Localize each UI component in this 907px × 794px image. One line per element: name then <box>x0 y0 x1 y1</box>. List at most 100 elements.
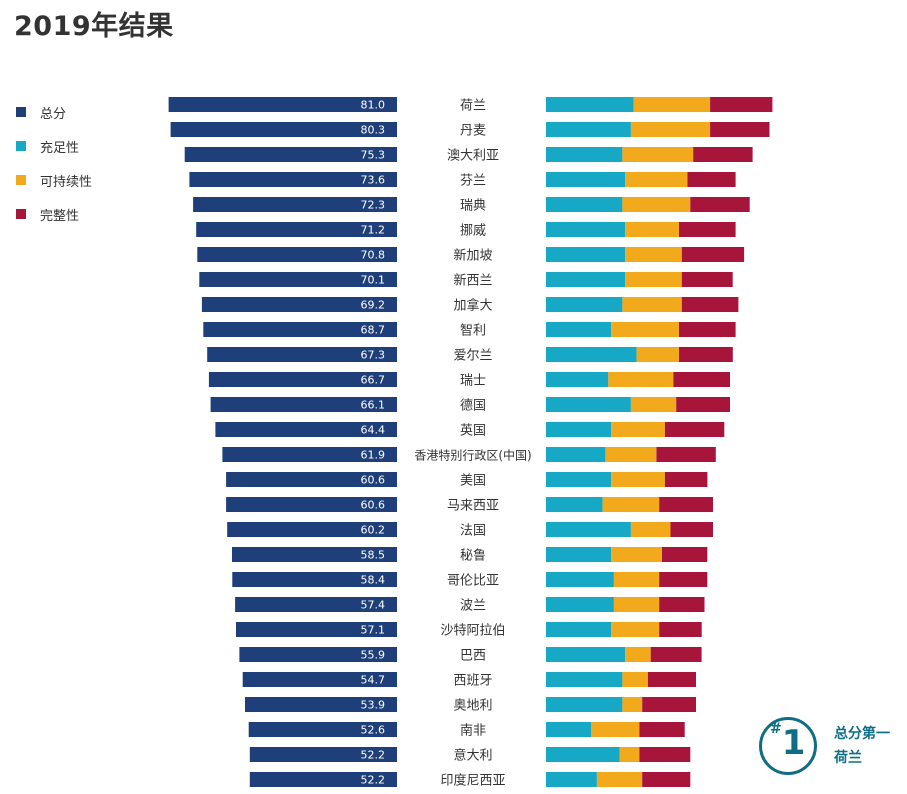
category-label: 加拿大 <box>453 298 492 314</box>
category-label: 沙特阿拉伯 <box>440 624 505 639</box>
sustainability-bar <box>625 222 679 237</box>
overall-bar <box>196 222 397 237</box>
adequacy-bar <box>546 572 614 587</box>
rank-badge: #1 <box>759 717 817 775</box>
adequacy-bar <box>546 722 592 737</box>
rank-badge-text: #1 <box>770 721 805 765</box>
rank-badge-number: 1 <box>781 723 806 763</box>
category-label: 德国 <box>460 399 486 414</box>
overall-value-label: 81.0 <box>361 99 386 112</box>
overall-value-label: 72.3 <box>361 199 386 212</box>
adequacy-bar <box>546 672 623 687</box>
integrity-bar <box>650 647 702 662</box>
integrity-bar <box>679 322 736 337</box>
category-label: 波兰 <box>460 599 486 614</box>
category-label: 马来西亚 <box>447 499 499 514</box>
overall-bar <box>168 97 397 112</box>
integrity-bar <box>679 347 733 362</box>
overall-bar <box>235 597 397 612</box>
overall-value-label: 55.9 <box>361 649 386 662</box>
integrity-bar <box>673 372 730 387</box>
integrity-bar <box>681 297 739 312</box>
adequacy-bar <box>546 322 612 337</box>
overall-bar <box>232 547 397 562</box>
category-label: 爱尔兰 <box>453 349 492 364</box>
category-label: 瑞士 <box>460 374 486 389</box>
sustainability-bar <box>611 472 665 487</box>
overall-value-label: 66.1 <box>361 399 386 412</box>
integrity-bar <box>690 197 750 212</box>
adequacy-bar <box>546 547 612 562</box>
integrity-bar <box>659 572 708 587</box>
sustainability-bar <box>591 722 640 737</box>
category-label: 奥地利 <box>453 699 492 714</box>
overall-bar <box>197 247 397 262</box>
integrity-bar <box>659 597 705 612</box>
page-title: 2019年结果 <box>14 11 174 42</box>
category-label: 英国 <box>460 424 486 439</box>
sustainability-bar <box>613 572 660 587</box>
overall-bar <box>201 297 397 312</box>
integrity-bar <box>639 747 691 762</box>
sustainability-bar <box>611 622 660 637</box>
category-label: 芬兰 <box>460 174 486 189</box>
adequacy-bar <box>546 347 637 362</box>
sustainability-bar <box>625 172 688 187</box>
overall-value-label: 60.6 <box>361 474 386 487</box>
overall-bar <box>207 347 397 362</box>
integrity-bar <box>710 97 773 112</box>
overall-bar <box>210 397 397 412</box>
category-label: 瑞典 <box>460 199 486 214</box>
overall-bar <box>232 572 397 587</box>
category-label: 美国 <box>460 474 486 489</box>
badge-caption-line2: 荷兰 <box>834 750 862 766</box>
integrity-bar <box>647 672 696 687</box>
adequacy-bar <box>546 147 623 162</box>
badge-caption-line1: 总分第一 <box>834 726 890 742</box>
legend-swatch-sustainability <box>16 175 26 185</box>
sustainability-bar <box>608 372 674 387</box>
legend-item-overall: 总分 <box>16 95 92 129</box>
adequacy-bar <box>546 522 631 537</box>
overall-value-label: 67.3 <box>361 349 386 362</box>
overall-bar <box>222 447 397 462</box>
integrity-bar <box>676 397 730 412</box>
integrity-bar <box>639 722 685 737</box>
legend-swatch-integrity <box>16 209 26 219</box>
overall-bar <box>248 722 397 737</box>
integrity-bar <box>670 522 713 537</box>
overall-bar <box>170 122 397 137</box>
overall-bar <box>236 622 397 637</box>
overall-bar <box>184 147 397 162</box>
category-label: 新加坡 <box>453 248 492 264</box>
legend-label-adequacy: 充足性 <box>40 140 80 156</box>
sustainability-bar <box>622 297 682 312</box>
overall-value-label: 61.9 <box>361 449 386 462</box>
adequacy-bar <box>546 747 620 762</box>
sustainability-bar <box>613 597 660 612</box>
category-label: 丹麦 <box>460 124 486 139</box>
category-label: 澳大利亚 <box>447 148 499 164</box>
sustainability-bar <box>622 197 691 212</box>
integrity-bar <box>659 497 713 512</box>
legend-item-integrity: 完整性 <box>16 197 92 231</box>
overall-bar <box>242 672 397 687</box>
adequacy-bar <box>546 647 626 662</box>
overall-value-label: 52.2 <box>361 774 386 787</box>
integrity-bar <box>642 772 691 787</box>
overall-bar <box>199 272 397 287</box>
sustainability-bar <box>625 647 651 662</box>
overall-value-label: 52.2 <box>361 749 386 762</box>
adequacy-bar <box>546 472 612 487</box>
legend-item-adequacy: 充足性 <box>16 129 92 163</box>
overall-value-label: 73.6 <box>361 174 386 187</box>
category-label: 哥伦比亚 <box>447 574 499 589</box>
sustainability-bar <box>622 697 643 712</box>
overall-bar <box>249 772 397 787</box>
adequacy-bar <box>546 97 634 112</box>
adequacy-bar <box>546 397 631 412</box>
category-label: 印度尼西亚 <box>440 773 505 789</box>
sustainability-bar <box>596 772 643 787</box>
integrity-bar <box>681 247 745 262</box>
